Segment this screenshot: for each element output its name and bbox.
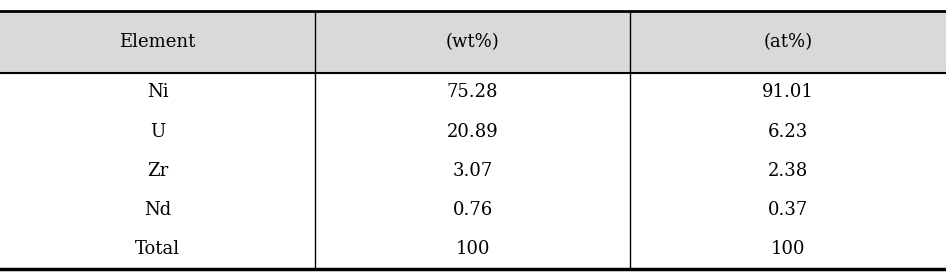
Text: Element: Element: [119, 33, 196, 51]
Text: Total: Total: [135, 240, 180, 258]
Text: 6.23: 6.23: [768, 123, 808, 141]
Text: 3.07: 3.07: [452, 162, 493, 180]
Text: Nd: Nd: [144, 201, 171, 219]
Text: 100: 100: [771, 240, 805, 258]
Text: (wt%): (wt%): [446, 33, 499, 51]
Text: 0.76: 0.76: [452, 201, 493, 219]
Text: 91.01: 91.01: [762, 83, 814, 101]
Bar: [0, 11, 946, 73]
Text: Ni: Ni: [147, 83, 168, 101]
Text: U: U: [149, 123, 166, 141]
Text: 20.89: 20.89: [447, 123, 499, 141]
Text: 0.37: 0.37: [768, 201, 808, 219]
Text: 100: 100: [455, 240, 490, 258]
Text: (at%): (at%): [763, 33, 813, 51]
Text: 75.28: 75.28: [447, 83, 499, 101]
Text: 2.38: 2.38: [768, 162, 808, 180]
Text: Zr: Zr: [147, 162, 168, 180]
